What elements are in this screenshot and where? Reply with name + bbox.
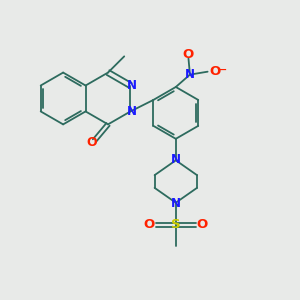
Text: O: O — [144, 218, 155, 231]
Text: N: N — [171, 197, 181, 210]
Text: S: S — [171, 218, 181, 231]
Text: O: O — [182, 48, 194, 61]
Text: N: N — [171, 153, 181, 166]
Text: −: − — [218, 65, 227, 75]
Text: O: O — [86, 136, 97, 149]
Text: N: N — [185, 68, 195, 81]
Text: O: O — [209, 64, 220, 78]
Text: N: N — [127, 105, 137, 118]
Text: O: O — [197, 218, 208, 231]
Text: N: N — [127, 79, 137, 92]
